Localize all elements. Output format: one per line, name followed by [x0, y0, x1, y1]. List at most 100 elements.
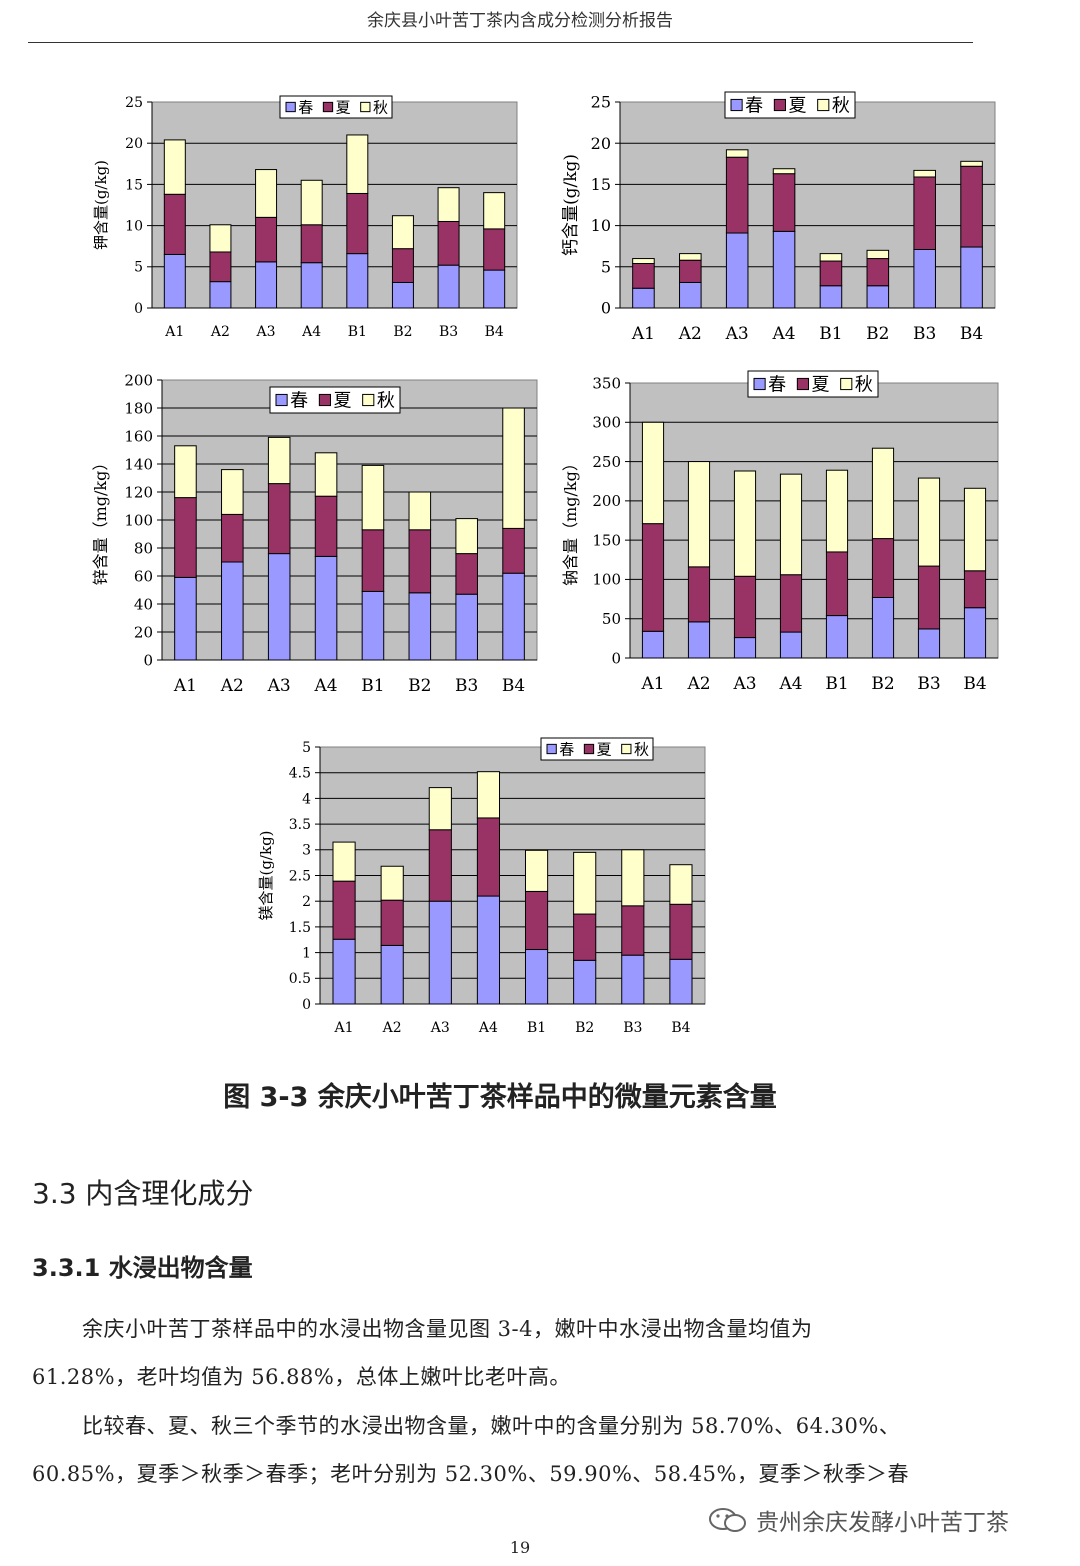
bar-segment — [963, 487, 987, 572]
bar-segment — [437, 220, 460, 266]
bar-segment — [725, 156, 749, 234]
bar-segment — [361, 464, 385, 531]
bar-segment — [871, 538, 895, 598]
bar-segment — [502, 572, 525, 661]
bar-segment — [725, 149, 749, 158]
bar-segment — [332, 841, 356, 882]
bar-segment — [267, 483, 291, 555]
x-tick-label: B3 — [439, 324, 458, 340]
calcium-chart: 0 5 10 15 20 25 钙含量(g/kg) A1 A2 A3 A4 B1 B2 B3 B4 春 夏 秋 — [561, 91, 996, 344]
bar-segment — [455, 593, 478, 661]
y-tick-label: 60 — [134, 567, 153, 585]
legend-label: 秋 — [373, 98, 388, 116]
bar-segment — [221, 561, 244, 661]
bar-segment — [960, 246, 983, 309]
bar-segment — [866, 258, 890, 287]
paragraph-text: 比较春、夏、秋三个季节的水浸出物含量，嫩叶中的含量分别为 58.70%、64.3… — [82, 1414, 901, 1438]
bar-segment — [428, 787, 452, 831]
bar-segment — [524, 949, 549, 1005]
legend-label: 秋 — [377, 390, 395, 411]
y-tick-label: 160 — [124, 427, 153, 445]
legend-label: 秋 — [855, 374, 873, 395]
bar-segment — [408, 592, 432, 661]
x-tick-label: B4 — [502, 676, 525, 696]
bar-segment — [408, 491, 432, 531]
y-tick-label: 250 — [592, 453, 621, 471]
paragraph-text: 余庆小叶苦丁茶样品中的水浸出物含量见图 3-4，嫩叶中水浸出物含量均值为 — [82, 1317, 813, 1341]
paragraph-line: 60.85%，夏季＞秋季＞春季；老叶分别为 52.30%、59.90%、58.4… — [32, 1450, 982, 1498]
section-title: 3.3 内含理化成分 — [32, 1177, 254, 1210]
plot-area — [619, 101, 996, 309]
legend-swatch — [362, 393, 375, 407]
bar-segment — [314, 555, 338, 661]
x-tick-label: B2 — [575, 1020, 594, 1036]
y-tick-label: 4 — [302, 791, 311, 807]
y-tick-label: 0 — [601, 299, 611, 318]
bar-segment — [621, 905, 645, 956]
x-tick-label: B1 — [819, 324, 842, 344]
bar-segment — [255, 216, 278, 263]
bar-segment — [669, 903, 693, 960]
x-tick-label: B1 — [527, 1020, 546, 1036]
bar-segment — [391, 248, 414, 283]
x-tick-label: A2 — [686, 674, 710, 694]
y-axis-label: 镁含量(g/kg) — [257, 830, 275, 920]
paragraph-text: 61.28%，老叶均值为 56.88%，总体上嫩叶比老叶高。 — [32, 1365, 571, 1389]
legend-label: 夏 — [333, 390, 351, 411]
bar-segment — [174, 497, 197, 578]
y-tick-label: 10 — [125, 219, 143, 235]
x-tick-label: A1 — [173, 676, 197, 696]
bar-segment — [163, 253, 186, 309]
page-number: 19 — [509, 1538, 531, 1557]
legend-box — [279, 95, 393, 119]
x-tick-label: A3 — [732, 674, 756, 694]
y-tick-label: 0 — [611, 649, 621, 667]
legend-label: 春 — [290, 390, 308, 411]
y-tick-label: 15 — [125, 177, 143, 193]
legend-box — [269, 386, 401, 414]
bar-segment — [871, 447, 895, 540]
y-axis-label: 钙含量(g/kg) — [561, 154, 581, 256]
x-tick-label: A2 — [382, 1020, 402, 1036]
plot-area — [629, 382, 999, 659]
bar-segment — [437, 264, 460, 309]
y-tick-label: 15 — [591, 175, 611, 194]
bar-segment — [361, 529, 385, 592]
bar-segment — [632, 258, 655, 265]
legend-label: 夏 — [788, 95, 806, 116]
bar-segment — [960, 160, 983, 167]
bar-segment — [437, 187, 460, 222]
bar-segment — [669, 958, 693, 1005]
bar-segment — [476, 817, 501, 897]
bar-segment — [687, 621, 711, 659]
bar-segment — [871, 597, 895, 659]
y-tick-label: 200 — [592, 492, 621, 510]
y-tick-label: 150 — [592, 531, 621, 549]
y-tick-label: 100 — [592, 571, 621, 589]
bar-segment — [819, 285, 843, 309]
bar-segment — [866, 285, 890, 309]
x-tick-label: B3 — [455, 676, 478, 696]
y-tick-label: 20 — [591, 134, 611, 153]
bar-segment — [679, 259, 702, 283]
bar-segment — [163, 193, 186, 255]
bar-segment — [917, 477, 941, 567]
bar-segment — [502, 527, 525, 574]
y-tick-label: 200 — [124, 371, 153, 389]
x-tick-label: A1 — [334, 1020, 354, 1036]
legend-swatch — [546, 743, 557, 755]
bar-segment — [255, 169, 278, 218]
bar-segment — [779, 631, 803, 659]
bar-segment — [209, 224, 232, 253]
legend-swatch — [730, 98, 743, 112]
bar-segment — [267, 436, 291, 485]
legend-label: 春 — [559, 740, 574, 758]
y-tick-label: 40 — [134, 595, 153, 613]
x-tick-label: B4 — [671, 1020, 690, 1036]
legend-label: 春 — [745, 95, 763, 116]
paragraph-line: 61.28%，老叶均值为 56.88%，总体上嫩叶比老叶高。 — [32, 1353, 982, 1401]
legend-label: 春 — [298, 98, 313, 116]
bar-segment — [687, 566, 711, 623]
bar-segment — [960, 165, 983, 248]
bar-segment — [174, 576, 197, 661]
